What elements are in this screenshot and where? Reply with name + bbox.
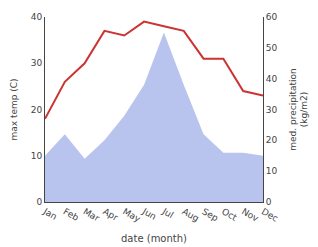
svg-text:10: 10 (266, 166, 278, 176)
svg-text:50: 50 (266, 43, 278, 53)
svg-text:40: 40 (266, 74, 278, 84)
svg-text:Sep: Sep (200, 206, 220, 223)
svg-text:60: 60 (266, 12, 278, 22)
svg-text:20: 20 (31, 105, 43, 115)
svg-text:30: 30 (31, 58, 43, 68)
svg-text:date (month): date (month) (121, 233, 187, 244)
svg-text:Mar: Mar (81, 206, 101, 223)
svg-text:40: 40 (31, 12, 43, 22)
svg-text:max temp (C): max temp (C) (9, 78, 19, 140)
svg-text:Feb: Feb (62, 206, 81, 223)
svg-text:10: 10 (31, 151, 43, 161)
svg-text:Dec: Dec (260, 206, 280, 223)
svg-text:Jun: Jun (140, 206, 158, 222)
svg-text:0: 0 (266, 197, 272, 207)
svg-text:May: May (121, 206, 143, 224)
svg-text:30: 30 (266, 105, 278, 115)
svg-text:0: 0 (36, 197, 42, 207)
svg-text:Apr: Apr (101, 206, 120, 223)
svg-text:Jan: Jan (41, 206, 59, 222)
svg-text:Nov: Nov (240, 206, 261, 224)
svg-text:Jul: Jul (160, 206, 175, 221)
svg-text:med. precipitation(kg/m2): med. precipitation(kg/m2) (288, 68, 310, 150)
svg-text:20: 20 (266, 135, 278, 145)
svg-text:Aug: Aug (180, 206, 200, 223)
svg-text:Oct: Oct (220, 206, 239, 223)
